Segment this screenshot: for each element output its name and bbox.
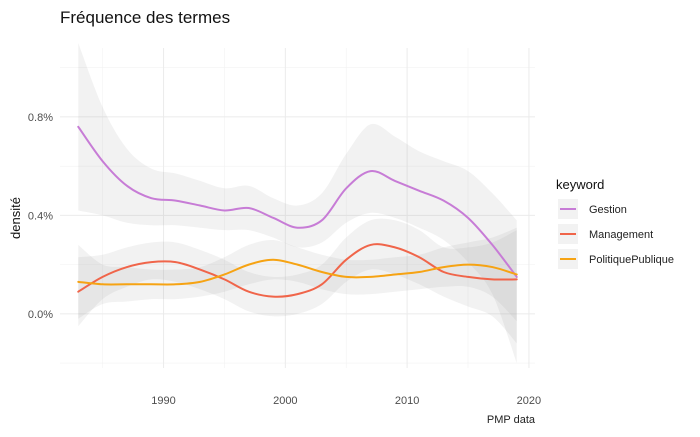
ribbon-politiquepublique [78,227,517,322]
x-tick-label: 1990 [151,395,175,407]
legend-item-gestion: Gestion [558,199,627,219]
y-axis-ticks: 0.0% 0.4% 0.8% [28,112,53,321]
plot-area [60,43,535,368]
legend-title: keyword [556,177,604,192]
line-gestion [77,125,518,278]
legend-label-management: Management [589,229,653,241]
ribbon-gestion [78,43,517,364]
confidence-ribbons [78,43,517,364]
legend: keyword Gestion Management PolitiquePubliq… [556,177,674,269]
legend-item-politiquepublique: PolitiquePublique [558,249,674,269]
line-management [77,243,518,298]
x-tick-label: 2000 [273,395,297,407]
y-tick-label: 0.8% [28,112,53,124]
y-tick-label: 0.4% [28,210,53,222]
legend-label-gestion: Gestion [589,204,627,216]
chart-caption: PMP data [487,414,536,426]
y-tick-label: 0.0% [28,309,53,321]
y-axis-title: densité [8,197,23,239]
x-tick-label: 2020 [517,395,541,407]
chart-title: Fréquence des termes [60,8,230,27]
major-gridlines [60,48,535,368]
legend-label-politiquepublique: PolitiquePublique [589,254,674,266]
ribbon-management [78,218,517,344]
x-axis-ticks: 1990 2000 2010 2020 [151,395,541,407]
series-lines [77,125,518,298]
legend-item-management: Management [558,224,653,244]
line-politiquepublique [77,258,518,286]
x-tick-label: 2010 [395,395,419,407]
